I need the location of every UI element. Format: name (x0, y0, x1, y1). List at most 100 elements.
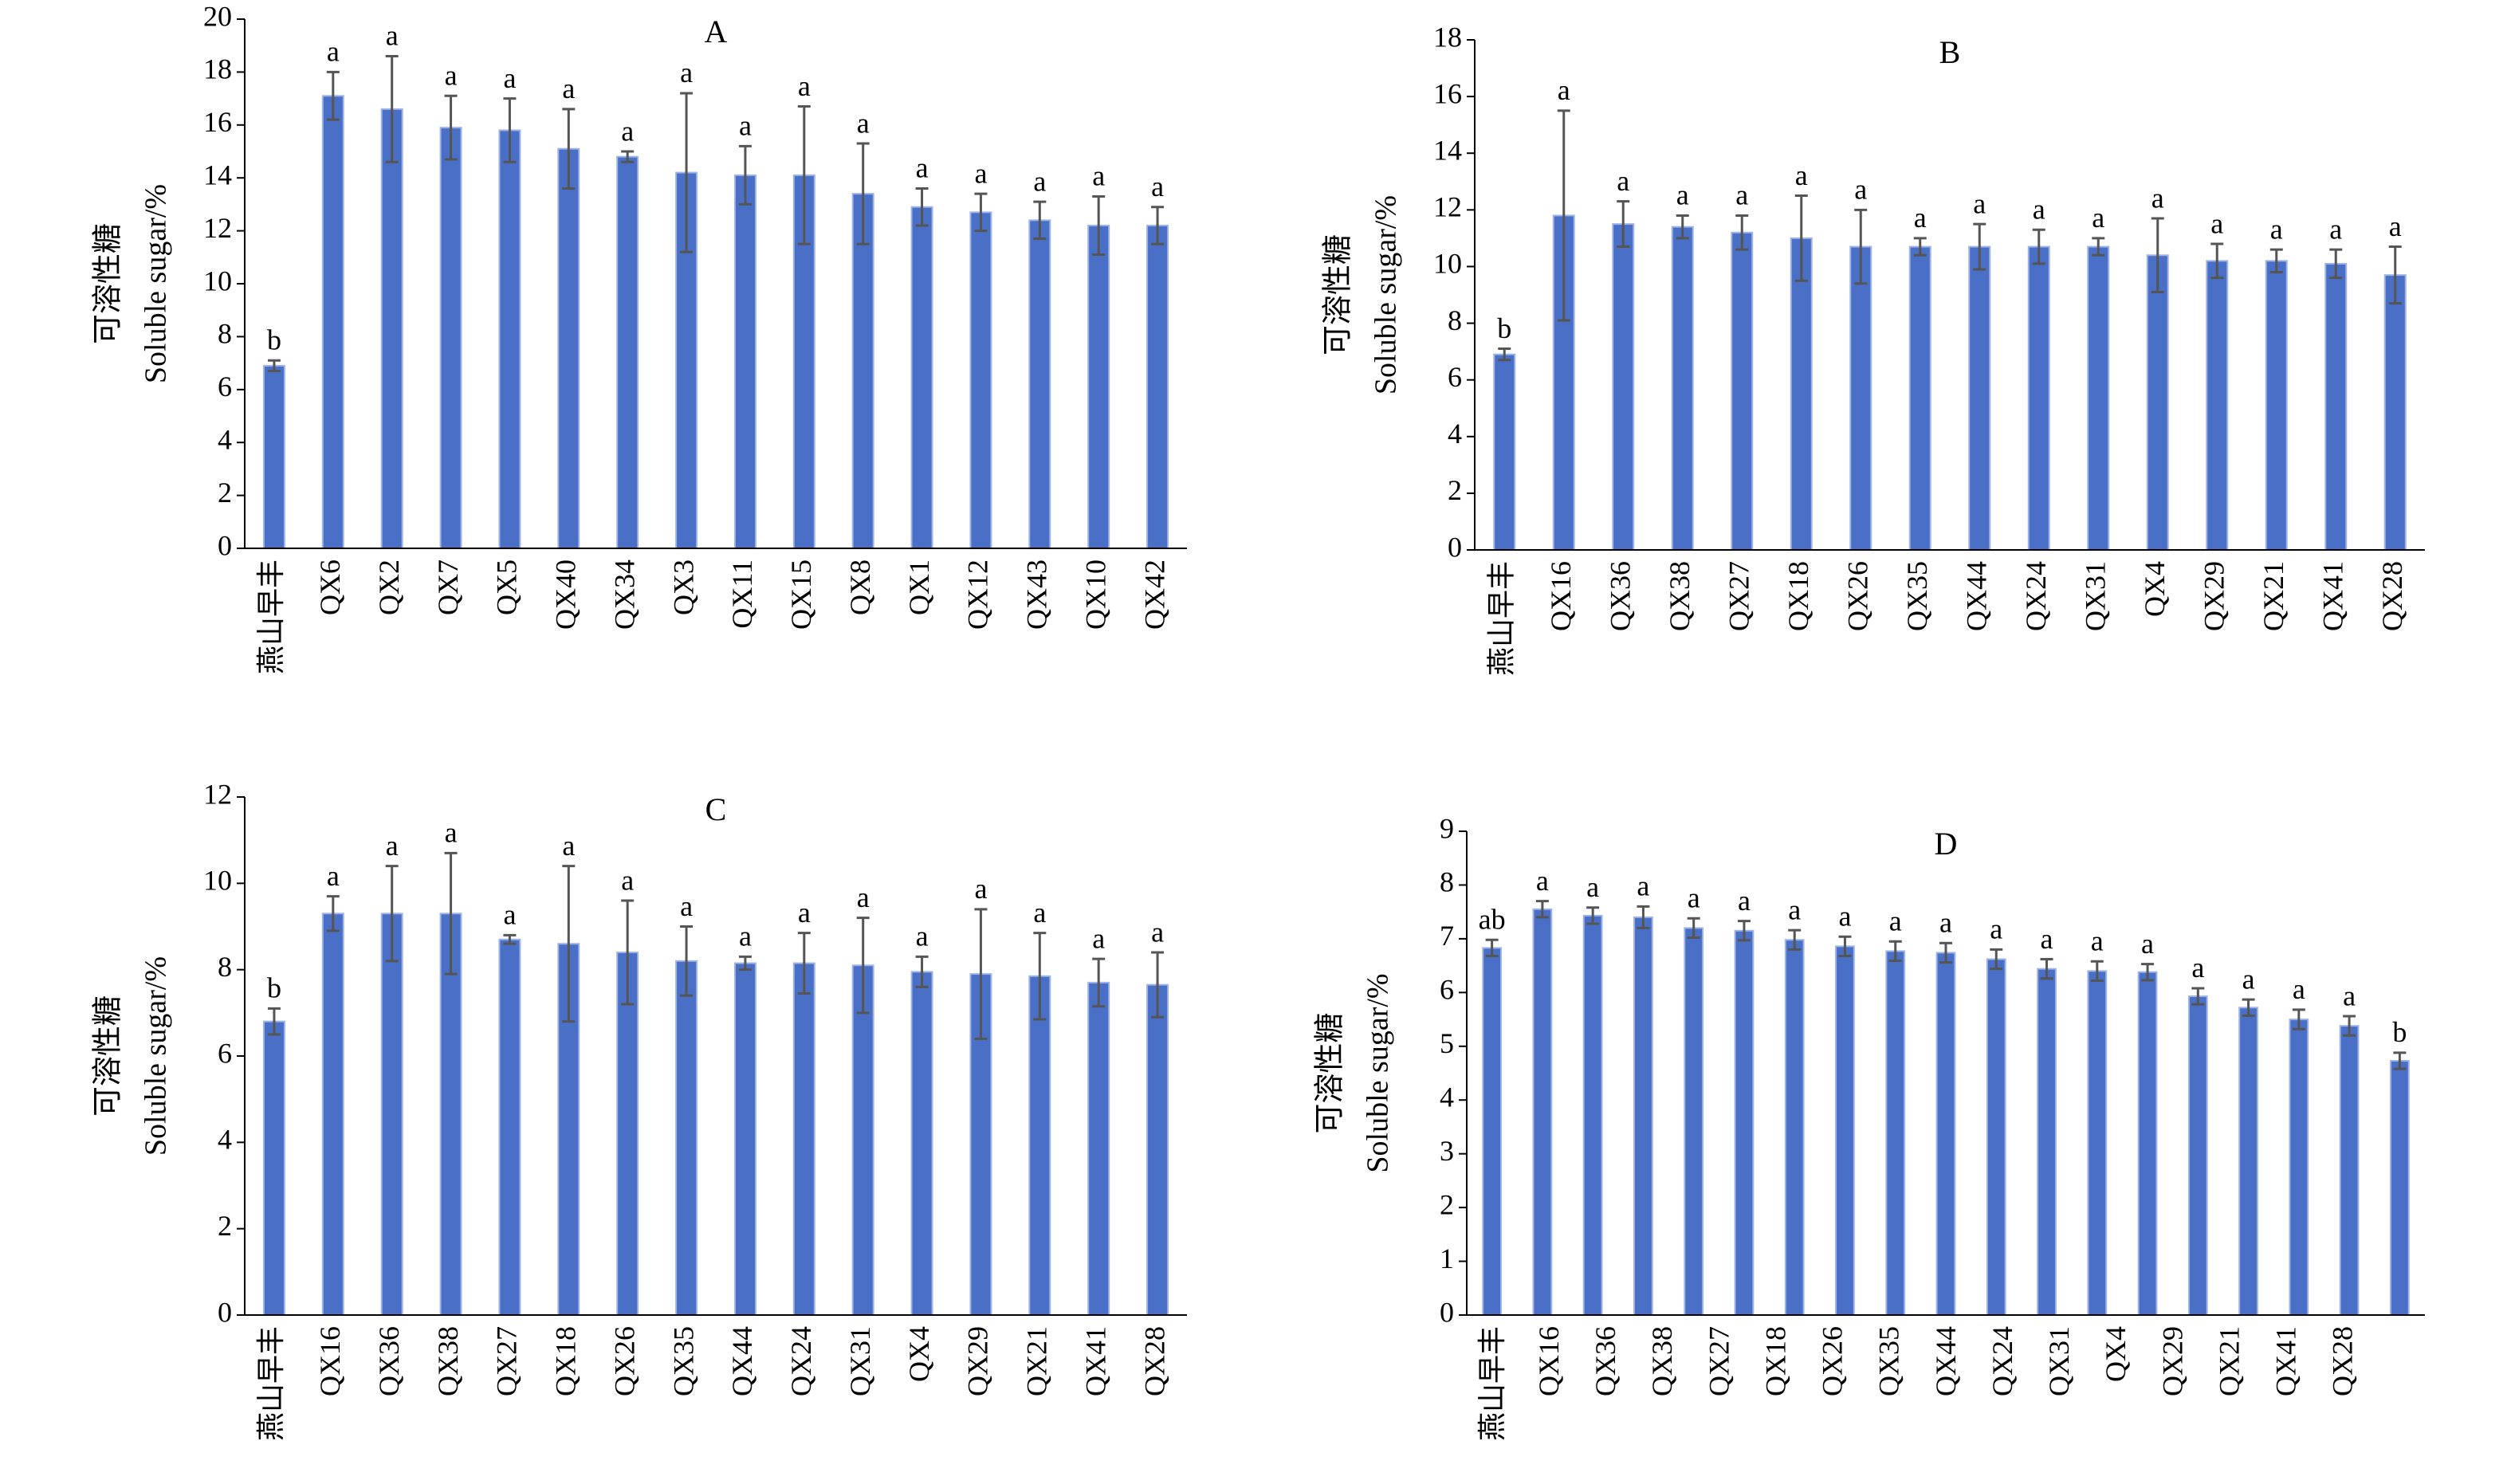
bar (321, 913, 344, 1316)
bar (1986, 958, 2006, 1317)
bar (851, 193, 874, 549)
bar (910, 206, 933, 549)
significance-letter: a (2092, 202, 2104, 234)
bar (2146, 254, 2169, 551)
significance-letter: a (1990, 913, 2002, 945)
significance-letter: b (267, 972, 281, 1004)
x-tick-label: QX44 (726, 1326, 758, 1396)
significance-letter: a (2343, 980, 2356, 1011)
y-tick-label: 10 (203, 265, 232, 296)
significance-letter: a (445, 60, 458, 92)
x-tick-label: QX34 (608, 559, 640, 630)
significance-letter: a (1637, 870, 1649, 902)
x-tick-label: QX18 (550, 1326, 582, 1396)
y-tick-label: 0 (1448, 531, 1462, 563)
x-tick-label: QX12 (962, 559, 994, 630)
significance-letter: a (1889, 905, 1902, 937)
y-tick-label: 12 (1433, 191, 1462, 223)
y-tick-label: 0 (218, 1296, 232, 1328)
bar (792, 962, 815, 1316)
significance-letter: a (798, 70, 811, 102)
y-tick-label: 16 (1433, 77, 1462, 109)
x-tick-label: QX41 (2317, 561, 2349, 631)
bar (733, 174, 756, 549)
bar (1908, 245, 1931, 551)
x-tick-label: QX11 (726, 559, 758, 629)
y-tick-label: 12 (203, 212, 232, 244)
x-tick-label: QX16 (1533, 1326, 1565, 1396)
chart-title: C (705, 791, 727, 827)
x-tick-label: QX36 (373, 1326, 405, 1396)
x-tick-label: QX3 (667, 559, 699, 615)
y-tick-label: 1 (1440, 1243, 1454, 1274)
significance-letter: a (1151, 916, 1164, 948)
x-tick-label: QX27 (1723, 561, 1755, 631)
significance-letter: a (1838, 900, 1851, 932)
significance-letter: a (680, 890, 693, 922)
x-tick-label: QX1 (903, 559, 935, 615)
significance-letter: a (1795, 159, 1808, 191)
x-tick-label: QX44 (1961, 561, 1993, 631)
bar (2238, 1007, 2258, 1316)
significance-letter: a (2041, 923, 2053, 955)
x-tick-label: QX15 (785, 559, 817, 630)
x-tick-label: QX38 (1646, 1326, 1678, 1396)
bar (1146, 224, 1169, 549)
y-axis-label: Soluble sugar/% (1369, 195, 1403, 395)
significance-letter: a (1092, 922, 1105, 954)
bar (1028, 975, 1051, 1316)
x-tick-label: QX41 (2270, 1326, 2302, 1396)
significance-letter: a (1092, 160, 1105, 192)
significance-letter: a (1788, 893, 1801, 925)
x-tick-label: QX4 (2100, 1326, 2132, 1382)
bar (1935, 952, 1956, 1316)
y-tick-label: 12 (203, 778, 232, 810)
bar (1790, 237, 1813, 551)
x-tick-label: QX5 (491, 559, 523, 615)
y-tick-label: 3 (1440, 1135, 1454, 1167)
significance-letter: a (2270, 213, 2283, 245)
significance-letter: a (1939, 907, 1952, 939)
bar (1968, 245, 1991, 551)
bar (1028, 219, 1051, 549)
significance-letter: a (2191, 952, 2204, 983)
x-tick-label: 燕山早丰 (1486, 561, 1518, 676)
bar (1671, 226, 1694, 551)
bar (380, 913, 403, 1316)
significance-letter: a (503, 899, 516, 931)
y-tick-label: 9 (1440, 812, 1454, 844)
significance-letter: a (2389, 210, 2402, 242)
bar (2087, 245, 2110, 551)
significance-letter: a (2151, 182, 2164, 214)
significance-letter: a (739, 110, 752, 142)
bar (2339, 1025, 2360, 1317)
bar (2137, 971, 2158, 1317)
significance-letter: a (2293, 973, 2305, 1005)
x-tick-label: QX35 (1901, 561, 1933, 631)
significance-letter: a (1558, 74, 1570, 106)
x-tick-label: QX26 (608, 1326, 640, 1396)
bar (1582, 914, 1603, 1317)
x-tick-label: QX10 (1079, 559, 1111, 630)
y-tick-label: 18 (1433, 21, 1462, 53)
y-tick-label: 8 (218, 951, 232, 983)
bar (1734, 929, 1755, 1316)
bar (262, 364, 285, 550)
bar (1146, 983, 1169, 1316)
significance-letter: a (1973, 187, 1986, 219)
bar (2187, 995, 2208, 1316)
significance-letter: ab (1479, 904, 1506, 936)
x-tick-label: QX35 (1873, 1326, 1905, 1396)
y-tick-label: 6 (218, 371, 232, 402)
significance-letter: a (1854, 174, 1867, 206)
y-tick-label: 0 (218, 529, 232, 561)
significance-letter: a (1033, 897, 1046, 928)
y-axis-label: Soluble sugar/% (1362, 973, 1395, 1172)
significance-letter: b (1497, 312, 1511, 344)
x-tick-label: QX4 (2139, 561, 2171, 617)
significance-letter: a (798, 897, 811, 928)
bar (1612, 223, 1635, 551)
y-tick-label: 4 (1440, 1081, 1454, 1113)
